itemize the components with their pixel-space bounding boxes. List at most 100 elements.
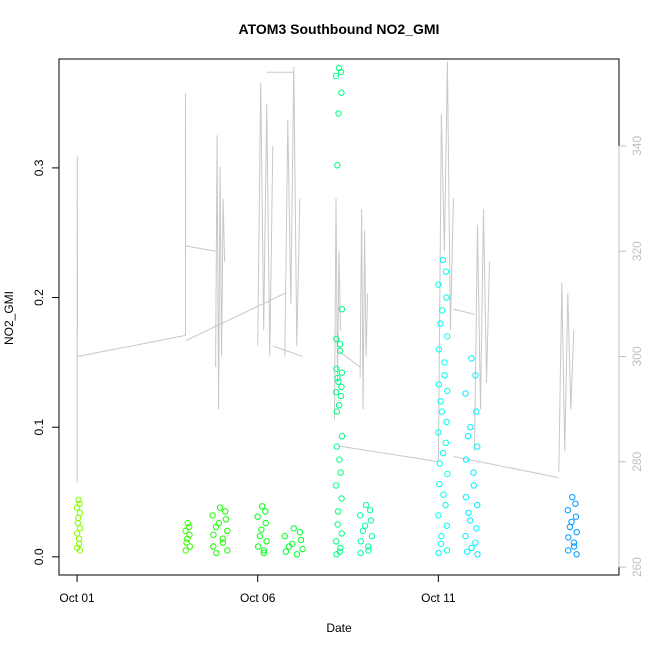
- data-point: [76, 509, 84, 516]
- secondary-line-segment-4: [215, 135, 226, 410]
- y-tick-label: 0.2: [32, 289, 46, 306]
- data-point: [299, 545, 306, 553]
- x-tick-label: Oct 06: [240, 591, 276, 605]
- secondary-line-segment-9: [284, 66, 301, 357]
- data-point: [573, 551, 580, 558]
- y2-tick-label: 300: [630, 346, 644, 366]
- data-point: [566, 523, 574, 531]
- secondary-line-segment-18: [558, 282, 575, 473]
- data-point: [462, 390, 469, 397]
- data-point: [216, 504, 224, 511]
- data-point: [435, 512, 442, 519]
- data-point: [435, 549, 442, 557]
- data-point: [255, 543, 262, 550]
- data-point: [359, 527, 367, 535]
- data-point: [444, 470, 451, 478]
- data-point: [565, 534, 572, 541]
- data-point: [365, 547, 372, 554]
- y-tick-label: 0.1: [32, 419, 46, 436]
- data-point: [367, 507, 374, 514]
- data-point: [74, 530, 81, 537]
- data-point: [337, 392, 345, 400]
- data-point: [210, 543, 217, 550]
- data-point: [297, 536, 305, 544]
- data-point: [569, 494, 576, 501]
- data-point: [256, 532, 263, 540]
- data-point: [441, 372, 448, 379]
- secondary-line-segment-1: [77, 334, 186, 357]
- data-point: [75, 540, 83, 548]
- data-point: [565, 547, 572, 554]
- data-point: [224, 527, 231, 535]
- data-point: [333, 335, 340, 343]
- secondary-line-segment-13: [338, 445, 439, 463]
- x-tick-label: Oct 01: [59, 591, 95, 605]
- data-point: [442, 439, 449, 446]
- secondary-line-segment-14: [437, 61, 454, 462]
- secondary-line-segment-16: [474, 209, 490, 452]
- data-point: [332, 389, 340, 396]
- data-point: [436, 460, 443, 467]
- data-point: [75, 535, 83, 542]
- secondary-line-segment-11: [338, 350, 361, 368]
- secondary-line-segment-12: [359, 209, 369, 410]
- data-point: [367, 517, 375, 524]
- data-point: [573, 529, 580, 536]
- data-point: [184, 535, 191, 542]
- series-4: [281, 525, 306, 558]
- data-point: [186, 543, 194, 550]
- data-point: [290, 525, 297, 532]
- data-point: [335, 378, 342, 385]
- data-point: [468, 544, 475, 551]
- data-point: [438, 408, 446, 415]
- data-point: [474, 551, 481, 558]
- data-point: [473, 408, 480, 415]
- data-point: [335, 402, 343, 409]
- data-point: [361, 522, 369, 529]
- series-5: [332, 64, 346, 558]
- x-axis-label: Date: [326, 621, 352, 635]
- data-point: [438, 532, 445, 540]
- data-point: [356, 512, 364, 519]
- data-point: [474, 443, 481, 450]
- data-point: [285, 543, 293, 550]
- data-point: [362, 501, 370, 509]
- data-point: [443, 294, 450, 301]
- y2-tick-label: 320: [630, 241, 644, 261]
- data-point: [73, 504, 81, 511]
- data-point: [219, 539, 227, 546]
- data-point: [465, 433, 472, 440]
- data-point: [338, 433, 346, 440]
- y2-tick-label: 340: [630, 136, 644, 156]
- data-point: [572, 500, 579, 507]
- data-point: [438, 307, 446, 314]
- data-point: [464, 548, 471, 555]
- data-point: [337, 469, 344, 476]
- data-point: [333, 551, 340, 558]
- data-point: [76, 525, 84, 532]
- series-8: [462, 355, 481, 558]
- secondary-line-segment-17: [453, 456, 559, 479]
- secondary-line-segment-5: [185, 292, 286, 342]
- data-point: [334, 508, 342, 515]
- y-tick-label: 0.3: [32, 159, 46, 176]
- data-point: [338, 383, 345, 391]
- series-2: [209, 504, 231, 557]
- series-layer: [73, 64, 580, 558]
- data-point: [365, 543, 372, 550]
- data-point: [462, 494, 470, 501]
- data-point: [222, 516, 230, 523]
- series-6: [356, 501, 376, 557]
- data-point: [334, 162, 341, 169]
- data-point: [76, 547, 84, 554]
- data-point: [333, 365, 340, 373]
- data-point: [260, 549, 268, 557]
- data-point: [182, 547, 189, 554]
- x-tick-label: Oct 11: [421, 591, 456, 605]
- y-axis-label: NO2_GMI: [2, 291, 16, 345]
- data-point: [282, 548, 289, 555]
- data-point: [213, 549, 220, 557]
- data-point: [444, 387, 451, 395]
- data-point: [186, 523, 193, 531]
